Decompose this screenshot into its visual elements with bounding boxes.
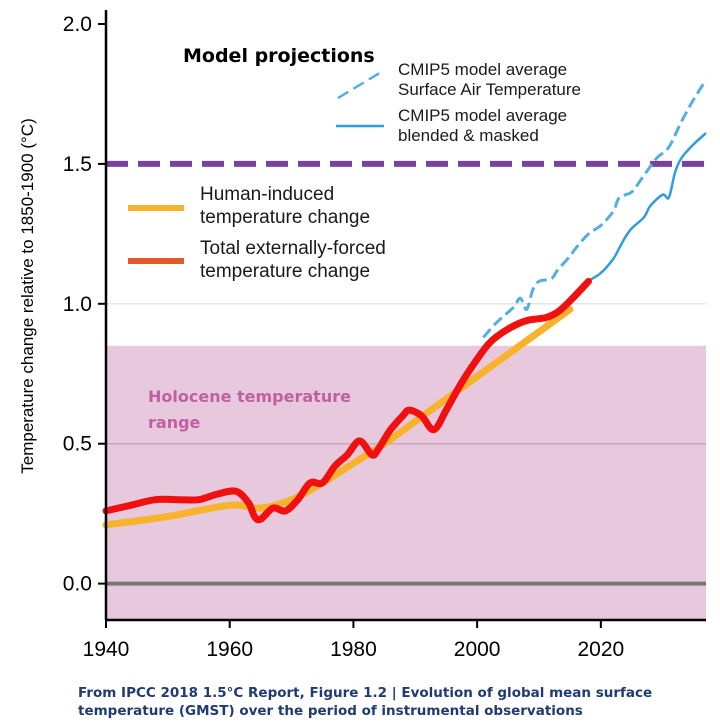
- x-tick-label: 1960: [206, 638, 253, 661]
- holocene-label-line2: range: [148, 413, 201, 432]
- legend-swatch-cmip-surface: [337, 69, 384, 100]
- legend-label-cmip-blended-2: blended & masked: [398, 126, 539, 145]
- x-tick-label: 2020: [577, 638, 624, 661]
- holocene-band: [106, 345, 706, 620]
- y-tick-label: 1.0: [63, 293, 92, 316]
- legend-label-human-2: temperature change: [200, 207, 370, 228]
- series-cmip5-surface-air-temperature: [482, 79, 708, 339]
- y-tick-label: 1.5: [63, 153, 92, 176]
- legend-label-total-1: Total externally-forced: [200, 238, 386, 259]
- y-tick-label: 0.0: [63, 573, 92, 596]
- x-tick-labels: 1940 1960 1980 2000 2020: [83, 620, 624, 661]
- x-tick-label: 2000: [454, 638, 501, 661]
- legend-label-cmip-surface-1: CMIP5 model average: [398, 60, 567, 79]
- gridlines: [106, 303, 706, 445]
- legend-label-cmip-surface-2: Surface Air Temperature: [398, 80, 581, 99]
- y-axis-title: Temperature change relative to 1850-1900…: [18, 118, 37, 474]
- series-total-externally-forced: [102, 277, 592, 524]
- holocene-label-line1: Holocene temperature: [148, 387, 351, 406]
- caption-line-1: From IPCC 2018 1.5°C Report, Figure 1.2 …: [78, 685, 653, 701]
- figure-caption: From IPCC 2018 1.5°C Report, Figure 1.2 …: [78, 684, 718, 720]
- y-tick-label: 2.0: [63, 13, 92, 36]
- legend-label-cmip-blended-1: CMIP5 model average: [398, 106, 567, 125]
- x-tick-label: 1980: [330, 638, 377, 661]
- legend-label-total-2: temperature change: [200, 261, 370, 282]
- series-cmip5-blended-masked: [575, 132, 707, 297]
- model-projections-title: Model projections: [183, 45, 375, 67]
- legend-label-human-1: Human-induced: [200, 184, 334, 205]
- caption-line-2: temperature (GMST) over the period of in…: [78, 703, 583, 719]
- x-tick-label: 1940: [83, 638, 130, 661]
- y-tick-label: 0.5: [63, 433, 92, 456]
- temperature-chart: 0.0 0.5 1.0 1.5 2.0 1940 1960 1980 2000 2020 Tem…: [18, 10, 708, 661]
- y-tick-labels: 0.0 0.5 1.0 1.5 2.0: [63, 13, 106, 596]
